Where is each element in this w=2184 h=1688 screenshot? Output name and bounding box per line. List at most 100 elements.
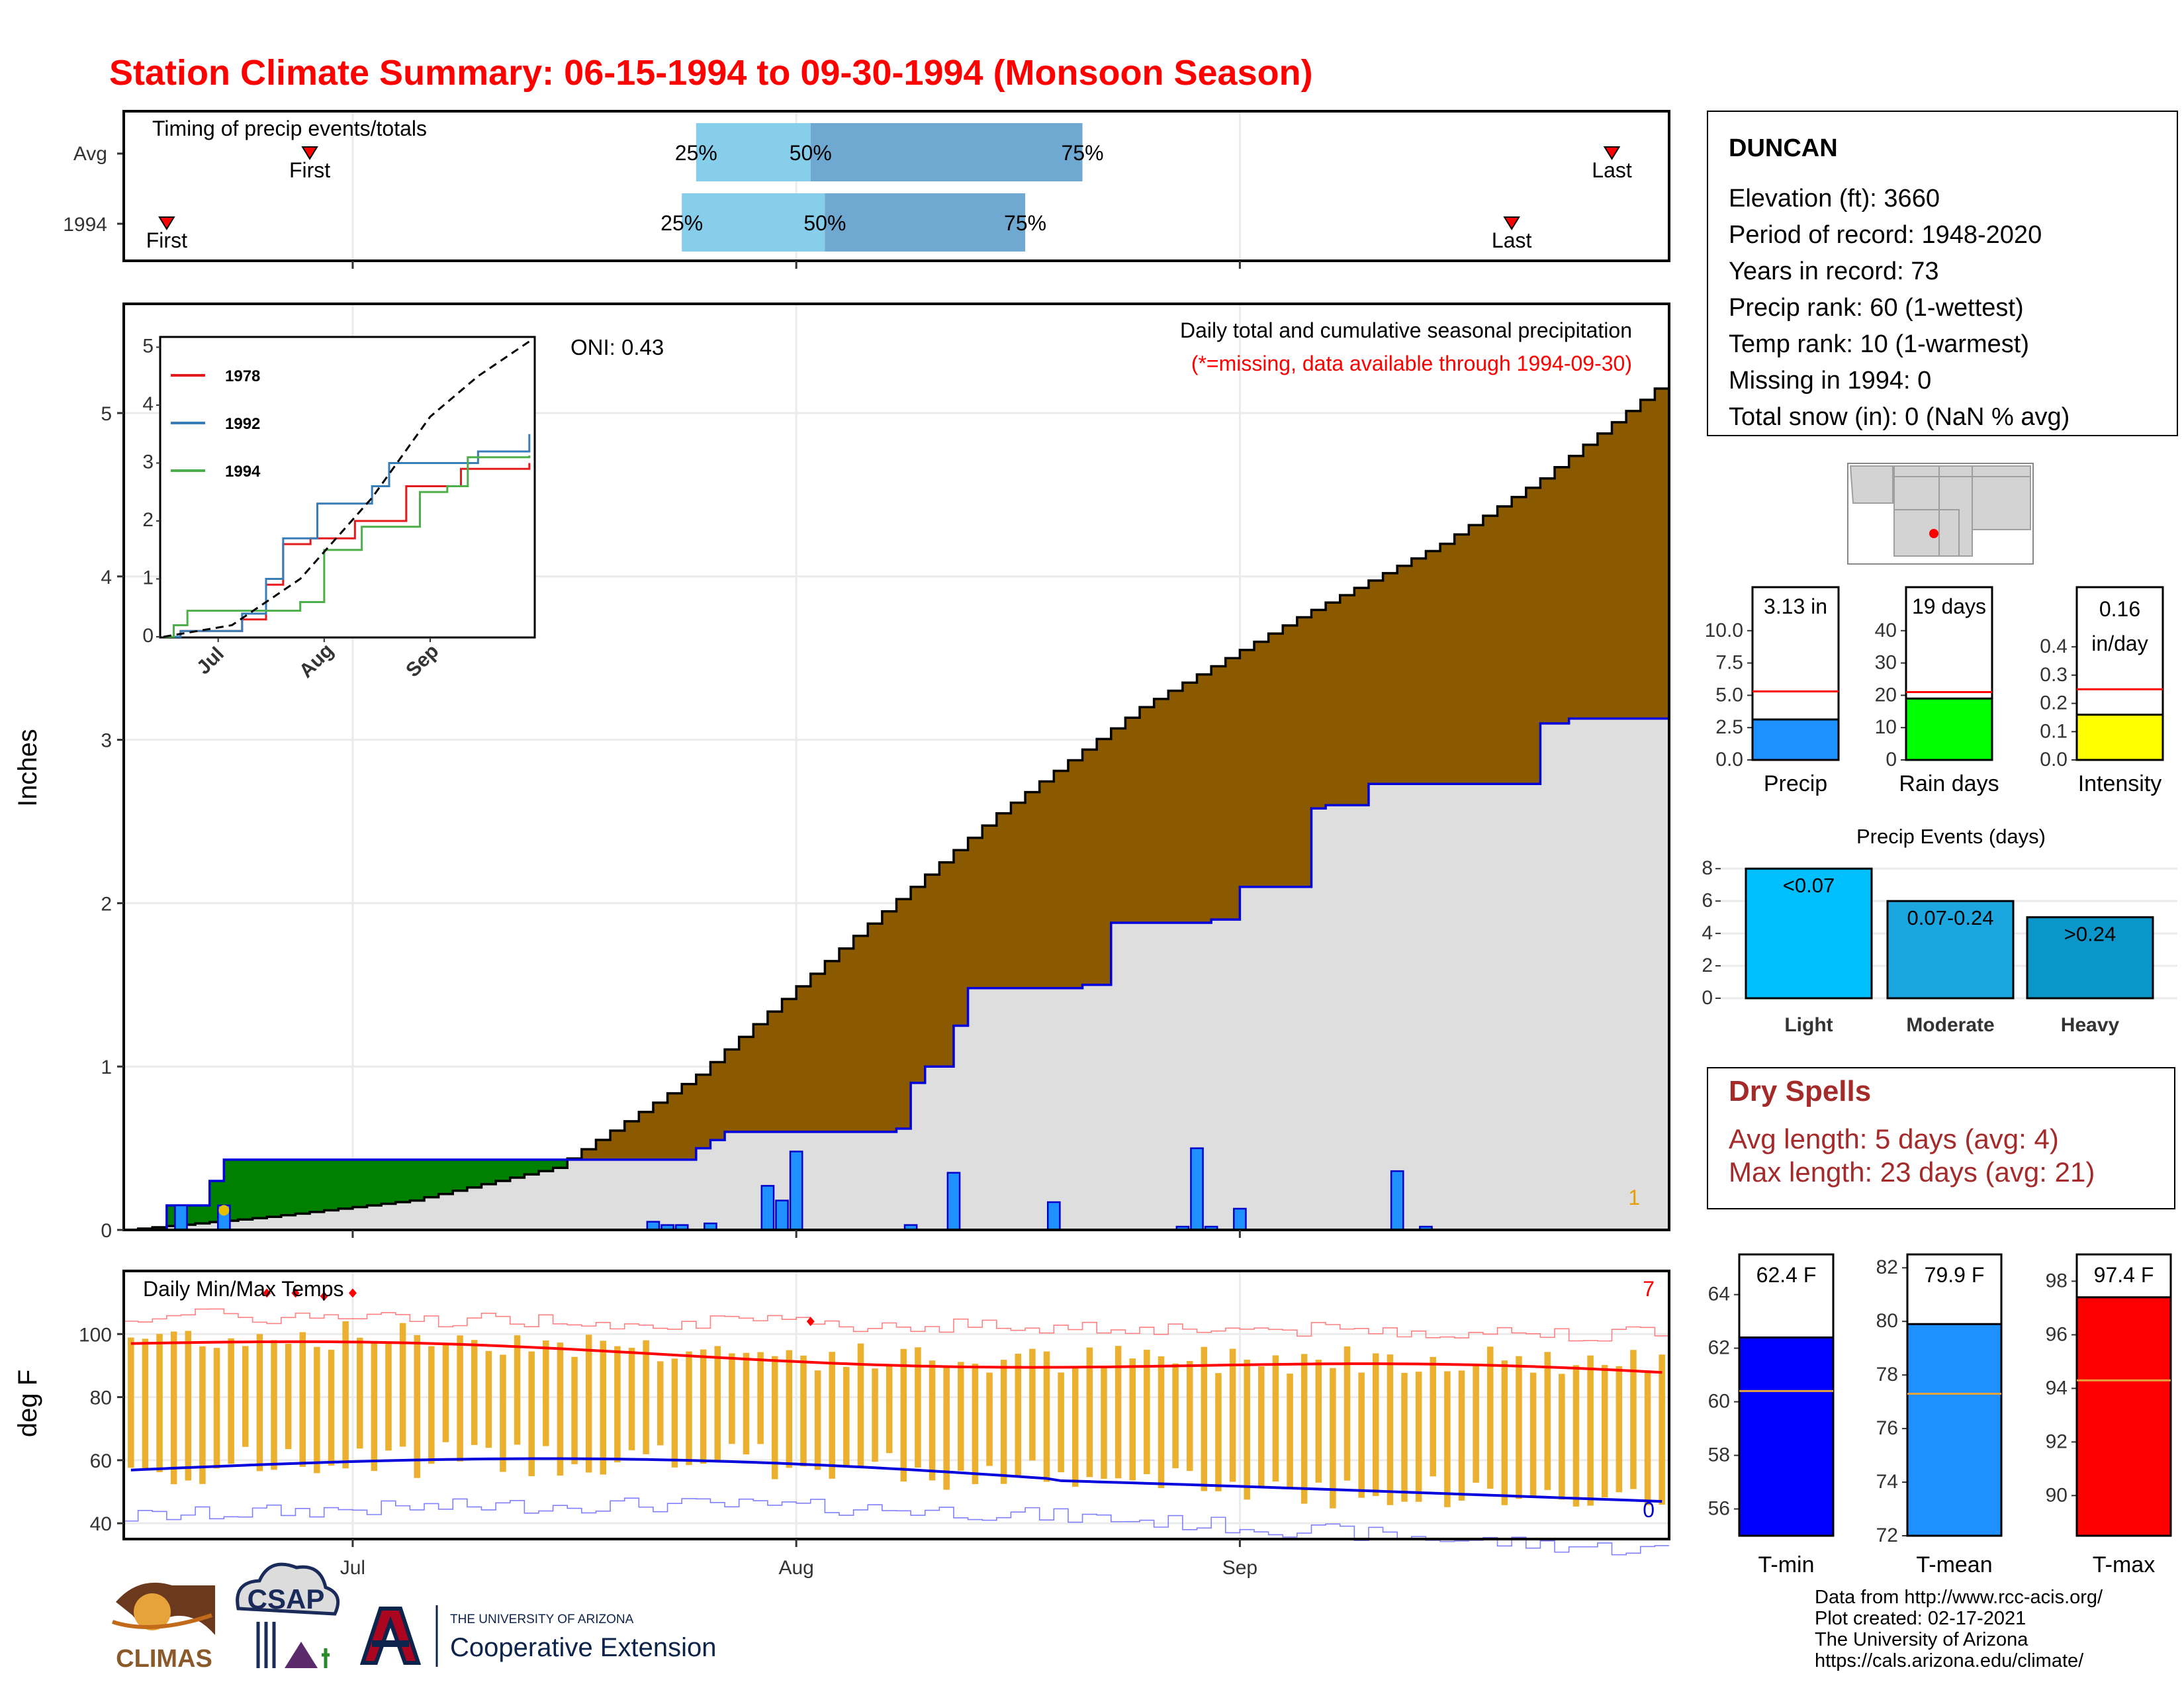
precip-event-label: Light [1784,1014,1833,1036]
tempbar-label: T-min [1758,1552,1815,1577]
inset-y-tick-label: 3 [142,451,154,473]
precip-panel: 0 1 2 3 4 5 Inches ONI: 0.43 Daily total and … [13,303,1670,1242]
ua-logo: THE UNIVERSITY OF ARIZONA Cooperative Ex… [359,1605,716,1667]
csap-logo-mountain [285,1642,318,1668]
daily-temp-bar [1300,1354,1308,1504]
avg-min-line [130,1457,1662,1503]
deficit-area [1626,410,1641,719]
cumulative-area [1368,784,1384,1230]
daily-temp-bar [757,1352,764,1444]
deficit-area [1555,467,1570,724]
avg-max-line [130,1340,1662,1374]
cumulative-area [1240,886,1255,1230]
cumulative-area [1225,919,1240,1230]
daily-temp-bar [1458,1370,1465,1501]
record-high-marker [263,1288,271,1298]
daily-temp-bar [929,1360,936,1481]
temp-y-tick-label: 80 [90,1387,112,1409]
csap-logo-text: CSAP [248,1583,325,1615]
cumulative-area [925,1066,940,1230]
cumulative-area [1168,923,1183,1230]
daily-temp-bar [256,1334,263,1472]
cumulative-area [310,1211,325,1230]
minibar-value-text: 3.13 in [1764,594,1827,618]
deficit-area [1340,595,1355,806]
daily-temp-bar [1158,1356,1165,1489]
cumulative-area [1268,886,1283,1230]
cumulative-area [982,988,997,1230]
cumulative-area [1311,808,1326,1230]
station-detail: Missing in 1994: 0 [1729,367,1931,395]
minibar-value-bar [2075,714,2164,761]
cumulative-area [1540,723,1555,1230]
cumulative-area [996,988,1012,1230]
precip-event-value: >0.24 [2064,923,2116,946]
timing-last-label: Last [1492,228,1532,252]
daily-precip-bar [1233,1207,1247,1231]
precip-panel-border [122,303,1670,1231]
daily-temp-bar [271,1340,277,1470]
deficit-area [1482,516,1498,784]
timing-q50-label: 50% [790,141,832,165]
tempbar-tick-label: 80 [1876,1310,1898,1332]
daily-temp-bar [786,1350,793,1468]
cumulative-area [911,1082,926,1230]
deficit-area [725,1049,740,1132]
cumulative-area [538,1171,554,1230]
deficit-area [1326,602,1341,806]
inset-legend-label: 1978 [225,367,260,385]
tempbar-value-bar [2075,1296,2172,1537]
deficit-area [982,825,997,988]
timing-panel: 25% 50% 75% First Last 25% 50% 75% First Last Tim… [63,110,1670,262]
deficit-area [1512,496,1527,784]
cumulative-area [696,1148,711,1230]
timing-row-1994-label: 1994 [63,214,107,236]
tempbar-tick-label: 94 [2046,1377,2068,1399]
daily-temp-bar [915,1347,921,1468]
cumulative-area [1411,784,1427,1230]
daily-precip-bar [789,1150,803,1231]
cumulative-area [825,1131,840,1230]
daily-temp-bar [686,1351,692,1466]
deficit-area [896,899,911,1129]
events-y-tick-label: 6 [1702,890,1713,912]
daily-temp-bar [1486,1346,1494,1489]
daily-precip-bar [760,1185,775,1231]
cumulative-area [1154,923,1169,1230]
cumulative-area [624,1159,639,1230]
surplus-area [438,1159,453,1194]
daily-precip-bar [1190,1147,1204,1231]
timing-q75-label: 75% [1004,211,1046,235]
deficit-area [1039,781,1054,988]
cumulative-area [1482,784,1498,1230]
timing-panel-border [122,110,1670,262]
climas-logo-text: CLIMAS [116,1645,212,1673]
daily-temp-bar [385,1343,392,1451]
cumulative-area [1011,988,1026,1230]
minibar-frame [1751,586,1840,761]
precip-event-bar [2026,916,2154,1000]
cumulative-area [481,1184,496,1230]
daily-temp-bar [1572,1365,1580,1507]
deficit-area [1068,760,1083,988]
timing-last-marker [1503,216,1520,230]
cumulative-area [524,1174,539,1230]
inset-average-line [163,340,530,638]
daily-temp-bar [1373,1353,1379,1496]
daily-temp-bar [1086,1347,1093,1477]
cumulative-area [710,1140,725,1230]
daily-temp-bar [1473,1364,1479,1483]
cumulative-area [1054,988,1069,1230]
deficit-area [1440,543,1455,784]
daily-temp-bar [185,1331,192,1481]
tempbar-tick-label: 74 [1876,1471,1898,1493]
tempbar-value-text: 79.9 F [1925,1263,1985,1287]
tempbar-tick-label: 92 [2046,1430,2068,1452]
minibar-tick-label: 0.0 [2040,749,2068,771]
daily-temp-bar [1101,1368,1107,1479]
daily-temp-bar [1287,1374,1293,1489]
cumulative-area [1397,784,1412,1230]
tempbar-tick-label: 78 [1876,1364,1898,1385]
daily-temp-bar [1043,1351,1050,1482]
